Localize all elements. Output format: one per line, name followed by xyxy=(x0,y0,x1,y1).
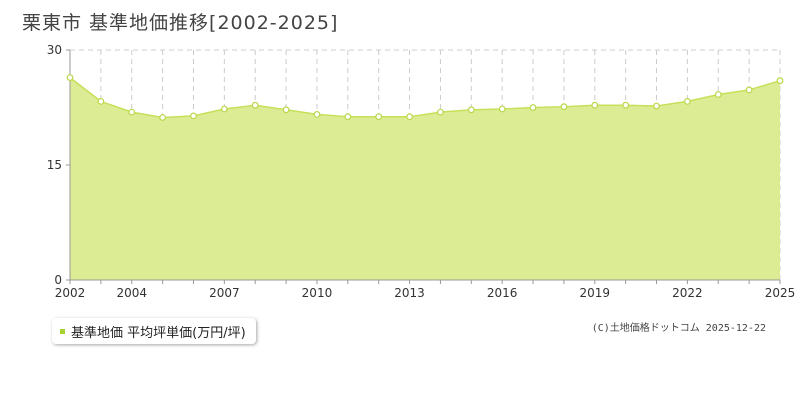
legend-label: 基準地価 平均坪単価(万円/坪) xyxy=(71,325,246,341)
data-point xyxy=(375,113,383,121)
y-tick-label: 30 xyxy=(47,43,62,57)
data-point xyxy=(220,105,228,113)
y-tick-label: 15 xyxy=(47,158,62,172)
data-point xyxy=(344,113,352,121)
data-point xyxy=(190,112,197,120)
data-point xyxy=(591,101,599,109)
x-tick-label: 2022 xyxy=(672,286,703,300)
chart-legend: 基準地価 平均坪単価(万円/坪) xyxy=(52,318,256,344)
data-point xyxy=(66,74,74,81)
data-point xyxy=(128,108,136,116)
series-area xyxy=(70,77,780,280)
x-tick-label: 2013 xyxy=(394,286,425,300)
data-point xyxy=(406,113,414,121)
data-point xyxy=(498,105,506,113)
data-point xyxy=(560,103,568,111)
x-tick-label: 2004 xyxy=(116,286,147,300)
x-tick-label: 2019 xyxy=(580,286,611,300)
data-point xyxy=(622,101,630,109)
copyright-credit: (C)土地価格ドットコム 2025-12-22 xyxy=(591,323,766,334)
data-point xyxy=(282,106,290,114)
x-tick-label: 2007 xyxy=(209,286,240,300)
legend-swatch xyxy=(60,328,65,334)
x-tick-label: 2016 xyxy=(487,286,518,300)
x-tick-label: 2025 xyxy=(765,286,796,300)
x-tick-label: 2002 xyxy=(55,286,86,300)
data-point xyxy=(251,101,259,109)
y-tick-label: 0 xyxy=(54,273,62,287)
data-point xyxy=(684,97,691,105)
data-point xyxy=(313,110,321,118)
chart-title: 栗東市 基準地価推移[2002-2025] xyxy=(22,12,339,34)
data-point xyxy=(97,97,105,105)
data-point xyxy=(159,114,167,121)
data-point xyxy=(467,106,475,114)
data-point xyxy=(653,102,660,110)
data-point xyxy=(529,104,537,111)
data-point xyxy=(437,108,444,116)
data-point xyxy=(745,86,753,94)
x-tick-label: 2010 xyxy=(302,286,333,300)
series-line xyxy=(69,77,781,119)
data-point xyxy=(776,77,784,85)
data-point xyxy=(714,91,722,98)
